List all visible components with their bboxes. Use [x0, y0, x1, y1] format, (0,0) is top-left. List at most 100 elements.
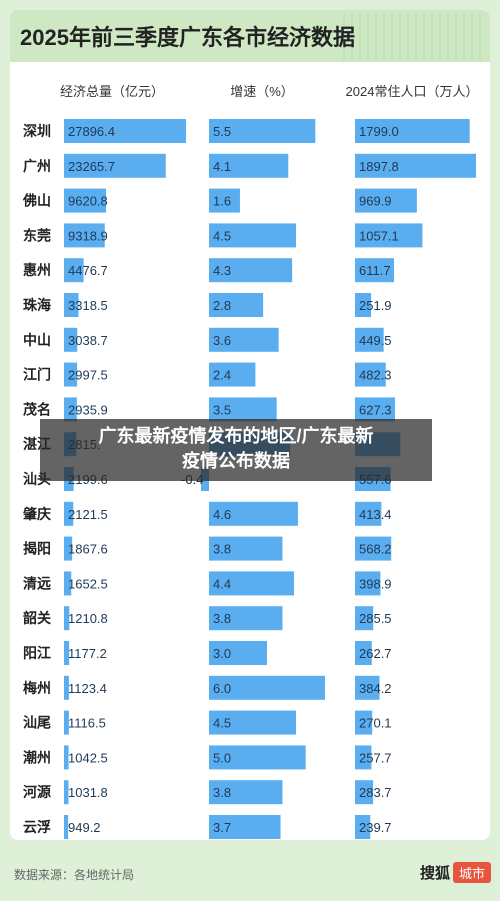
bar	[64, 675, 69, 700]
bar	[64, 815, 69, 839]
category-label: 阳江	[23, 645, 51, 661]
bar-value-label: 4.3	[213, 263, 231, 278]
bar-value-label: 2.8	[213, 298, 231, 313]
bar-value-label: 251.9	[359, 298, 392, 313]
bar-value-label: 239.7	[359, 820, 392, 835]
bar-value-label: 2.4	[213, 368, 231, 383]
bar	[355, 571, 381, 596]
bar	[64, 223, 105, 248]
bar	[209, 780, 283, 805]
bar-value-label: 611.7	[359, 263, 391, 278]
bar-value-label: 1177.2	[68, 646, 107, 661]
bar	[355, 362, 386, 387]
bar-value-label: 4.4	[213, 576, 231, 591]
category-label: 佛山	[22, 193, 51, 209]
bar-value-label: 3.7	[213, 820, 231, 835]
bar	[355, 780, 374, 805]
bar-value-label: 3038.7	[68, 333, 108, 348]
bar-value-label: 568.2	[359, 542, 392, 557]
bar	[209, 188, 240, 213]
category-label: 云浮	[23, 819, 51, 835]
bar	[209, 501, 298, 526]
bar-value-label: 1799.0	[359, 124, 399, 139]
category-label: 中山	[23, 332, 51, 348]
bar-value-label: 4476.7	[68, 263, 108, 278]
bar	[64, 362, 78, 387]
bar-value-label: 4.1	[213, 159, 231, 174]
bar-value-label: 969.9	[359, 194, 392, 209]
bar-value-label: 283.7	[359, 785, 392, 800]
bar-value-label: 3.0	[213, 646, 231, 661]
category-label: 潮州	[23, 749, 51, 765]
bar-value-label: 1897.8	[359, 159, 399, 174]
bar-value-label: 3.8	[213, 542, 231, 557]
bar-value-label: 3318.5	[68, 298, 108, 313]
bar	[64, 119, 186, 143]
bar	[355, 745, 372, 770]
bar-value-label: 449.5	[359, 333, 392, 348]
bar-value-label: 270.1	[359, 716, 392, 731]
bar	[355, 675, 380, 700]
bar-value-label: 9620.8	[68, 194, 108, 209]
category-label: 韶关	[23, 610, 51, 626]
bar-value-label: 9318.9	[68, 228, 108, 243]
bar-value-label: 4.5	[213, 228, 231, 243]
bar	[64, 536, 73, 561]
bar-value-label: 413.4	[359, 507, 392, 522]
bar	[209, 119, 316, 143]
bar-value-label: 262.7	[359, 646, 392, 661]
bar	[209, 675, 325, 700]
category-label: 清远	[23, 575, 51, 591]
bar	[209, 327, 279, 352]
bar-value-label: 27896.4	[68, 124, 115, 139]
bar	[209, 293, 264, 317]
bar	[355, 710, 373, 735]
bar	[64, 327, 78, 352]
category-label: 梅州	[23, 680, 51, 696]
bar-value-label: 1042.5	[68, 750, 108, 765]
bar-value-label: 384.2	[359, 681, 392, 696]
page-title: 2025年前三季度广东各市经济数据	[20, 25, 355, 50]
bar	[355, 501, 382, 526]
bar-value-label: 2997.5	[68, 368, 108, 383]
bar-value-label: 2121.5	[68, 507, 108, 522]
bar	[64, 710, 69, 735]
bar	[355, 293, 372, 317]
brand-badge: 城市	[453, 862, 492, 883]
category-label: 珠海	[23, 297, 51, 313]
category-label: 茂名	[23, 401, 51, 417]
bar	[209, 258, 293, 283]
bar	[355, 223, 423, 248]
bar	[209, 710, 296, 735]
bar-value-label: 1867.6	[68, 542, 108, 557]
bar	[355, 641, 372, 665]
bar	[209, 362, 256, 387]
decorative-stripes	[343, 14, 483, 60]
category-label: 肇庆	[23, 506, 51, 522]
bar	[209, 397, 277, 422]
bar-value-label: 949.2	[68, 820, 101, 835]
bar	[355, 606, 374, 631]
category-label: 河源	[23, 784, 51, 800]
category-label: 惠州	[23, 262, 51, 278]
bar-value-label: 1116.5	[68, 716, 106, 731]
bar-value-label: 5.0	[213, 750, 231, 765]
bar-value-label: 3.8	[213, 785, 231, 800]
bar-value-label: 6.0	[213, 681, 231, 696]
bar	[355, 536, 392, 561]
category-label: 深圳	[23, 123, 51, 139]
bar	[209, 815, 281, 839]
column-header-1: 增速（%）	[230, 84, 294, 99]
bar	[209, 641, 267, 665]
bar	[209, 571, 295, 596]
column-header-0: 经济总量（亿元）	[60, 84, 164, 99]
watermark-text: 广东最新疫情发布的地区/广东最新 疫情公布数据	[40, 424, 432, 474]
bar-value-label: 398.9	[359, 576, 392, 591]
bar	[209, 745, 306, 770]
data-source: 数据来源：各地统计局	[14, 868, 135, 882]
bar-value-label: 3.5	[213, 402, 231, 417]
bar	[355, 188, 417, 213]
bar	[64, 501, 74, 526]
category-label: 揭阳	[23, 541, 51, 557]
